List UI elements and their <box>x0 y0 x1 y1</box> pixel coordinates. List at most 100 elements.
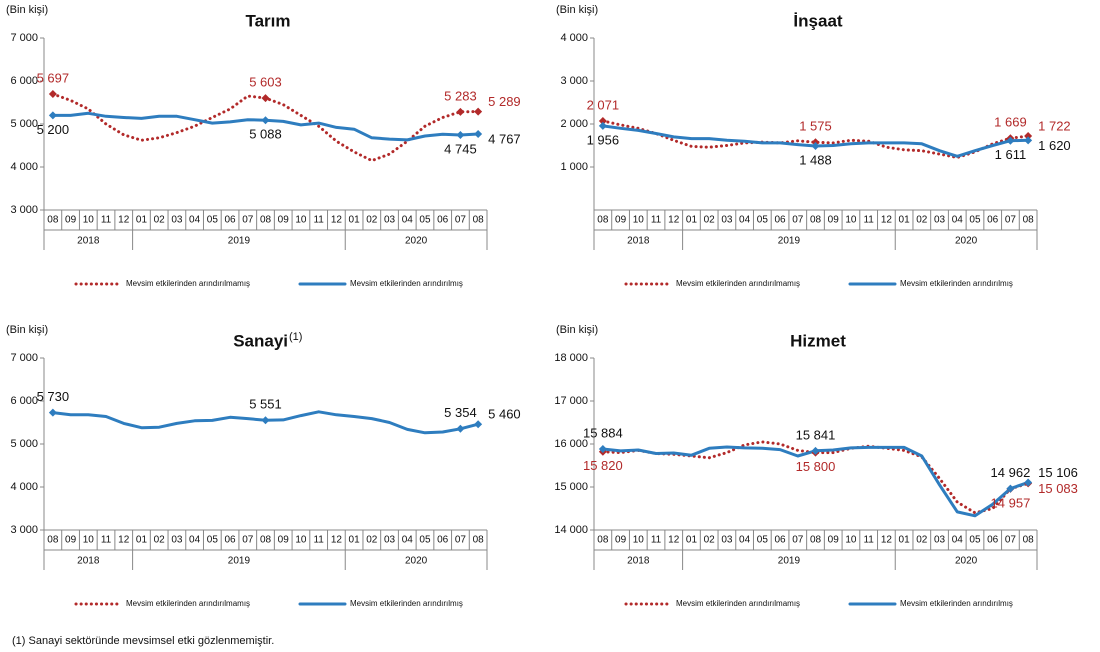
x-tick-label: 05 <box>207 215 219 226</box>
x-tick-label: 04 <box>189 215 201 226</box>
y-tick-label: 14 000 <box>554 524 588 536</box>
year-label: 2020 <box>955 236 978 247</box>
chart-title: Tarım <box>245 11 290 30</box>
x-tick-label: 04 <box>952 535 964 546</box>
point-marker <box>598 444 607 453</box>
x-tick-label: 09 <box>615 535 627 546</box>
data-label: 1 620 <box>1038 138 1071 153</box>
y-tick-label: 4 000 <box>10 481 38 493</box>
y-tick-label: 3 000 <box>10 204 38 216</box>
x-tick-label: 09 <box>615 215 627 226</box>
y-tick-label: 5 000 <box>10 438 38 450</box>
y-tick-label: 16 000 <box>554 438 588 450</box>
data-label: 15 800 <box>796 459 836 474</box>
data-label: 5 283 <box>444 88 477 103</box>
x-tick-label: 12 <box>668 215 680 226</box>
x-tick-label: 02 <box>916 215 928 226</box>
x-tick-label: 05 <box>969 215 981 226</box>
data-label: 5 603 <box>249 75 282 90</box>
x-tick-label: 08 <box>597 215 609 226</box>
x-tick-label: 07 <box>242 535 254 546</box>
x-tick-label: 02 <box>154 215 166 226</box>
data-label: 1 669 <box>994 115 1027 130</box>
x-tick-label: 11 <box>313 535 324 546</box>
data-label: 14 957 <box>991 495 1031 510</box>
year-label: 2019 <box>228 556 251 567</box>
x-tick-label: 11 <box>101 215 112 226</box>
x-tick-label: 08 <box>1023 215 1035 226</box>
data-label: 1 956 <box>587 132 620 147</box>
chart-panel: (Bin kişi) Hizmet 14 000 15 000 16 000 17 000… <box>554 324 1078 608</box>
x-tick-label: 05 <box>207 535 219 546</box>
x-tick-label: 04 <box>189 535 201 546</box>
year-label: 2019 <box>228 236 251 247</box>
x-tick-label: 06 <box>774 535 786 546</box>
x-tick-label: 10 <box>845 535 857 546</box>
point-marker <box>598 121 607 130</box>
data-label: 1 575 <box>799 119 832 134</box>
year-label: 2019 <box>778 556 801 567</box>
x-tick-label: 05 <box>969 535 981 546</box>
x-tick-label: 09 <box>828 215 840 226</box>
x-tick-label: 12 <box>331 215 343 226</box>
chart-title: Hizmet <box>790 331 846 350</box>
x-tick-label: 08 <box>47 215 59 226</box>
y-axis-label: (Bin kişi) <box>6 4 48 16</box>
y-tick-label: 15 000 <box>554 481 588 493</box>
year-label: 2019 <box>778 236 801 247</box>
x-tick-label: 07 <box>455 535 467 546</box>
x-tick-label: 01 <box>686 535 698 546</box>
x-tick-label: 02 <box>704 215 716 226</box>
x-tick-label: 03 <box>171 215 183 226</box>
point-marker <box>811 446 820 455</box>
x-tick-label: 11 <box>101 535 112 546</box>
y-tick-label: 4 000 <box>10 161 38 173</box>
footnote: (1) Sanayi sektöründe mevsimsel etki göz… <box>12 635 274 647</box>
x-tick-label: 08 <box>47 535 59 546</box>
x-tick-label: 01 <box>899 535 911 546</box>
x-tick-label: 06 <box>437 215 449 226</box>
x-tick-label: 06 <box>987 215 999 226</box>
legend-label: Mevsim etkilerinden arındırılmış <box>900 599 1013 608</box>
year-label: 2020 <box>405 236 428 247</box>
data-label: 5 354 <box>444 405 477 420</box>
chart-title: Sanayi <box>233 331 288 350</box>
year-label: 2018 <box>77 556 100 567</box>
year-label: 2018 <box>627 236 650 247</box>
data-label: 5 730 <box>37 389 70 404</box>
legend-label: Mevsim etkilerinden arındırılmamış <box>676 279 800 288</box>
point-marker <box>811 142 820 151</box>
x-tick-label: 10 <box>633 535 645 546</box>
point-marker <box>261 116 270 125</box>
x-tick-label: 06 <box>774 215 786 226</box>
x-tick-label: 11 <box>651 535 662 546</box>
point-marker <box>474 107 483 116</box>
x-tick-label: 11 <box>863 535 874 546</box>
point-marker <box>261 94 270 103</box>
x-tick-label: 09 <box>278 215 290 226</box>
x-tick-label: 01 <box>686 215 698 226</box>
x-tick-label: 07 <box>242 215 254 226</box>
x-tick-label: 08 <box>810 535 822 546</box>
y-tick-label: 3 000 <box>560 75 588 87</box>
y-tick-label: 1 000 <box>560 161 588 173</box>
x-tick-label: 03 <box>384 215 396 226</box>
x-tick-label: 11 <box>313 215 324 226</box>
data-label: 5 289 <box>488 94 521 109</box>
x-tick-label: 06 <box>437 535 449 546</box>
x-tick-label: 04 <box>402 535 414 546</box>
x-tick-label: 10 <box>295 535 307 546</box>
data-label: 15 841 <box>796 427 836 442</box>
x-tick-label: 12 <box>668 535 680 546</box>
x-tick-label: 11 <box>651 215 662 226</box>
x-tick-label: 04 <box>739 535 751 546</box>
x-tick-label: 08 <box>597 535 609 546</box>
x-tick-label: 05 <box>419 535 431 546</box>
x-tick-label: 10 <box>83 215 95 226</box>
point-marker <box>456 424 465 433</box>
y-tick-label: 17 000 <box>554 395 588 407</box>
x-tick-label: 01 <box>136 535 148 546</box>
data-label: 2 071 <box>587 97 620 112</box>
data-label: 5 460 <box>488 407 521 422</box>
x-tick-label: 02 <box>704 535 716 546</box>
